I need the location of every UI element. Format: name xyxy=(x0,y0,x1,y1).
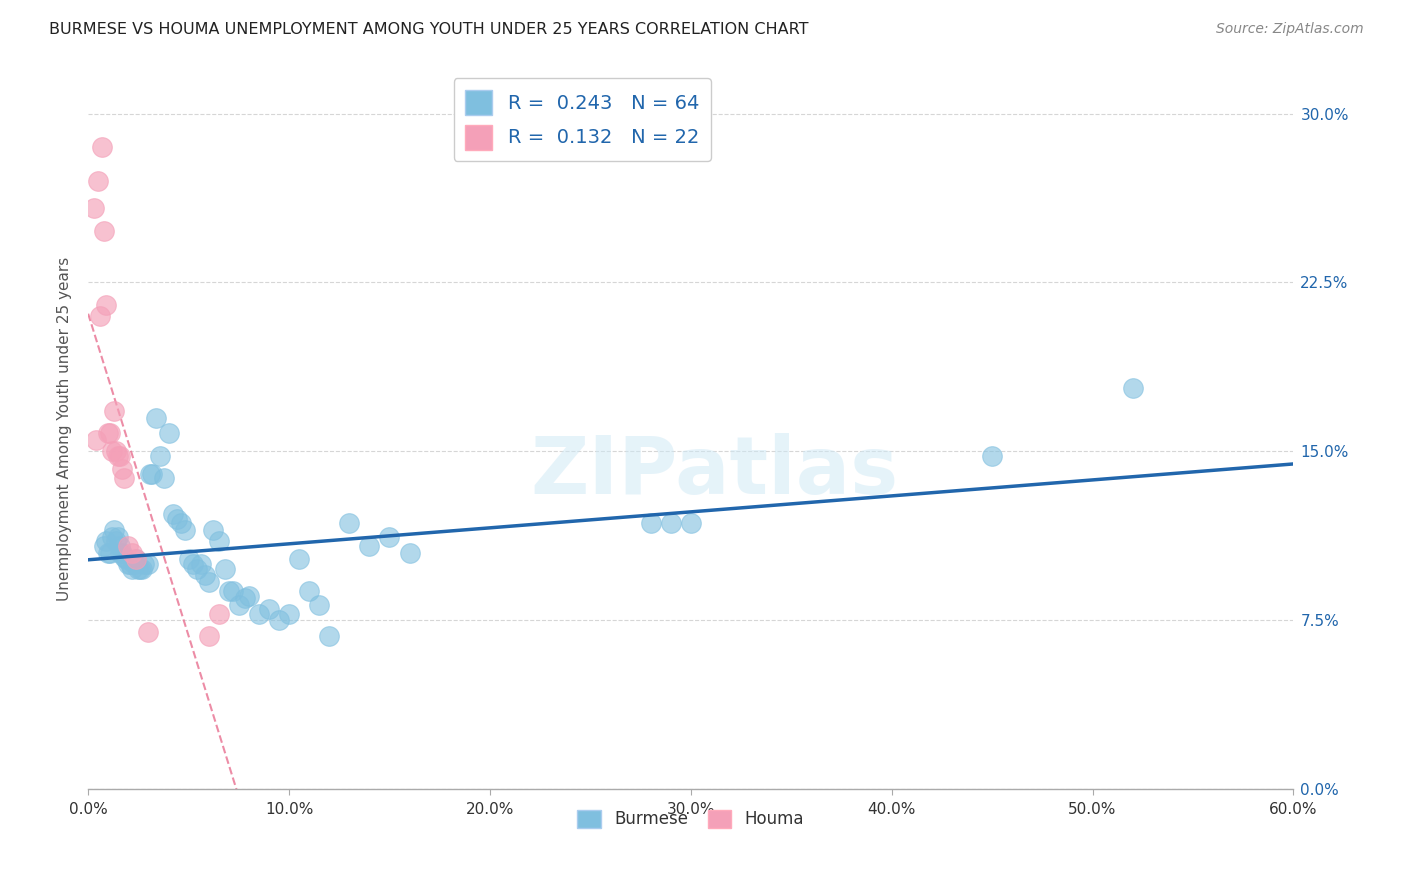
Point xyxy=(138,624,160,639)
Point xyxy=(87,174,110,188)
Point xyxy=(121,546,143,560)
Point xyxy=(124,557,146,571)
Point xyxy=(679,516,702,531)
Point xyxy=(101,444,124,458)
Point xyxy=(308,598,330,612)
Point xyxy=(197,574,219,589)
Point xyxy=(121,561,143,575)
Point xyxy=(398,546,420,560)
Point xyxy=(337,516,360,531)
Point xyxy=(112,471,135,485)
Point xyxy=(194,568,217,582)
Point xyxy=(115,552,138,566)
Point xyxy=(208,534,231,549)
Point xyxy=(129,561,152,575)
Point xyxy=(153,471,176,485)
Point xyxy=(222,584,245,599)
Point xyxy=(97,426,120,441)
Point xyxy=(190,557,212,571)
Point xyxy=(83,201,105,215)
Point xyxy=(318,629,340,643)
Point xyxy=(257,602,280,616)
Point xyxy=(157,426,180,441)
Point xyxy=(208,607,231,621)
Point xyxy=(111,546,134,560)
Point xyxy=(103,523,125,537)
Point xyxy=(89,310,111,324)
Point xyxy=(1122,381,1144,395)
Point xyxy=(298,584,321,599)
Point xyxy=(97,546,120,560)
Point xyxy=(177,552,200,566)
Point xyxy=(93,224,115,238)
Legend: Burmese, Houma: Burmese, Houma xyxy=(571,803,811,835)
Point xyxy=(378,530,401,544)
Point xyxy=(659,516,682,531)
Point xyxy=(107,449,129,463)
Point xyxy=(117,539,139,553)
Point xyxy=(162,508,184,522)
Point xyxy=(640,516,662,531)
Point xyxy=(201,523,224,537)
Point xyxy=(214,561,236,575)
Point xyxy=(125,552,148,566)
Point xyxy=(186,561,208,575)
Point xyxy=(141,467,163,481)
Point xyxy=(117,557,139,571)
Point xyxy=(238,589,260,603)
Point xyxy=(96,298,118,312)
Point xyxy=(138,557,160,571)
Point xyxy=(166,512,188,526)
Point xyxy=(110,539,132,553)
Point xyxy=(110,449,132,463)
Point xyxy=(145,410,167,425)
Point xyxy=(247,607,270,621)
Point xyxy=(98,426,121,441)
Point xyxy=(110,546,132,560)
Point xyxy=(169,516,191,531)
Point xyxy=(139,467,162,481)
Point xyxy=(84,433,107,447)
Point xyxy=(120,557,142,571)
Point xyxy=(111,462,134,476)
Point xyxy=(101,530,124,544)
Text: ZIPatlas: ZIPatlas xyxy=(530,434,898,511)
Point xyxy=(131,561,153,575)
Point xyxy=(98,546,121,560)
Point xyxy=(127,561,149,575)
Point xyxy=(91,140,114,154)
Point xyxy=(228,598,250,612)
Point xyxy=(359,539,381,553)
Point xyxy=(93,539,115,553)
Point xyxy=(112,550,135,565)
Text: Source: ZipAtlas.com: Source: ZipAtlas.com xyxy=(1216,22,1364,37)
Point xyxy=(103,404,125,418)
Y-axis label: Unemployment Among Youth under 25 years: Unemployment Among Youth under 25 years xyxy=(58,257,72,601)
Point xyxy=(267,613,290,627)
Point xyxy=(981,449,1004,463)
Point xyxy=(149,449,172,463)
Point xyxy=(218,584,240,599)
Text: BURMESE VS HOUMA UNEMPLOYMENT AMONG YOUTH UNDER 25 YEARS CORRELATION CHART: BURMESE VS HOUMA UNEMPLOYMENT AMONG YOUT… xyxy=(49,22,808,37)
Point xyxy=(173,523,195,537)
Point xyxy=(233,591,256,605)
Point xyxy=(107,530,129,544)
Point xyxy=(288,552,311,566)
Point xyxy=(181,557,204,571)
Point xyxy=(197,629,219,643)
Point xyxy=(105,444,128,458)
Point xyxy=(278,607,301,621)
Point xyxy=(105,534,128,549)
Point xyxy=(134,557,156,571)
Point xyxy=(125,552,148,566)
Point xyxy=(96,534,118,549)
